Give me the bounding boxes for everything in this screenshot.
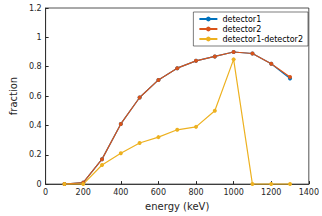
svg-text:detector1: detector1 xyxy=(222,15,261,24)
svg-text:1: 1 xyxy=(37,33,42,42)
svg-text:1.2: 1.2 xyxy=(29,4,42,13)
svg-text:600: 600 xyxy=(151,188,166,197)
svg-text:0.4: 0.4 xyxy=(29,121,42,130)
svg-text:fraction: fraction xyxy=(8,77,19,115)
svg-text:400: 400 xyxy=(113,188,128,197)
svg-text:1400: 1400 xyxy=(299,188,319,197)
svg-text:1200: 1200 xyxy=(261,188,281,197)
svg-text:200: 200 xyxy=(76,188,91,197)
svg-text:0: 0 xyxy=(43,188,48,197)
svg-text:detector2: detector2 xyxy=(222,25,261,34)
svg-text:0.8: 0.8 xyxy=(29,62,42,71)
svg-text:detector1-detector2: detector1-detector2 xyxy=(222,35,303,44)
svg-text:0: 0 xyxy=(37,180,42,189)
svg-text:1000: 1000 xyxy=(223,188,243,197)
svg-text:0.6: 0.6 xyxy=(29,92,42,101)
svg-text:energy (keV): energy (keV) xyxy=(145,201,209,212)
svg-text:800: 800 xyxy=(188,188,203,197)
svg-text:0.2: 0.2 xyxy=(29,150,42,159)
